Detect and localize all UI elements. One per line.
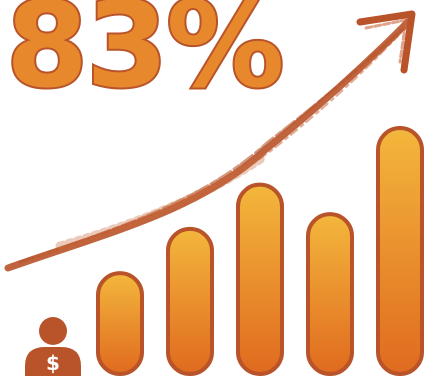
growth-bars bbox=[96, 126, 424, 377]
growth-bar bbox=[96, 271, 144, 377]
growth-bar bbox=[166, 226, 214, 376]
growth-bar bbox=[236, 182, 284, 376]
growth-bar bbox=[376, 126, 424, 376]
rising-arrow-icon bbox=[4, 10, 416, 272]
person-body bbox=[25, 347, 81, 376]
growth-bar bbox=[306, 212, 354, 376]
percentage-headline: 83% bbox=[4, 0, 286, 114]
person-head bbox=[39, 317, 67, 345]
dollar-sign: $ bbox=[46, 351, 60, 375]
person-dollar-icon: $ bbox=[25, 317, 81, 376]
